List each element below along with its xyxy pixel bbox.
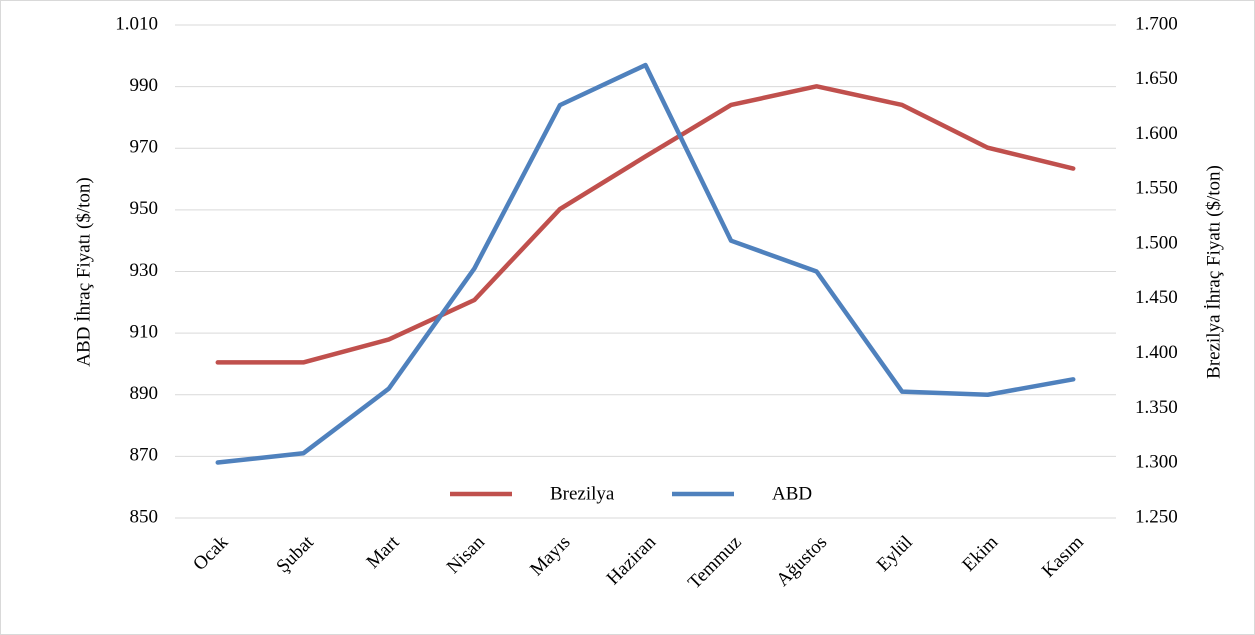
y2-tick-label: 1.500 [1135,232,1178,253]
y2-axis-title: Brezilya İhraç Fiyatı ($/ton) [1203,165,1224,379]
y-axis-title: ABD İhraç Fiyatı ($/ton) [73,177,94,366]
y2-tick-label: 1.700 [1135,13,1178,34]
y2-tick-label: 1.400 [1135,342,1178,363]
y-tick-label: 990 [130,75,159,96]
y-tick-label: 930 [130,260,159,281]
y2-tick-label: 1.450 [1135,287,1178,308]
y-tick-label: 910 [130,321,159,342]
y-tick-label: 970 [130,137,159,158]
y2-tick-label: 1.600 [1135,123,1178,144]
y-tick-label: 870 [130,445,159,466]
legend-label: Brezilya [550,483,615,504]
y-tick-label: 950 [130,198,159,219]
y-tick-label: 850 [130,506,159,527]
legend-label: ABD [772,483,812,504]
y-tick-label: 890 [130,383,159,404]
y2-tick-label: 1.550 [1135,178,1178,199]
y2-tick-label: 1.650 [1135,68,1178,89]
y2-tick-label: 1.300 [1135,452,1178,473]
series-line [215,84,1076,365]
y2-tick-label: 1.250 [1135,506,1178,527]
series-line [215,62,1076,465]
y-tick-label: 1.010 [115,13,158,34]
y2-tick-label: 1.350 [1135,397,1178,418]
